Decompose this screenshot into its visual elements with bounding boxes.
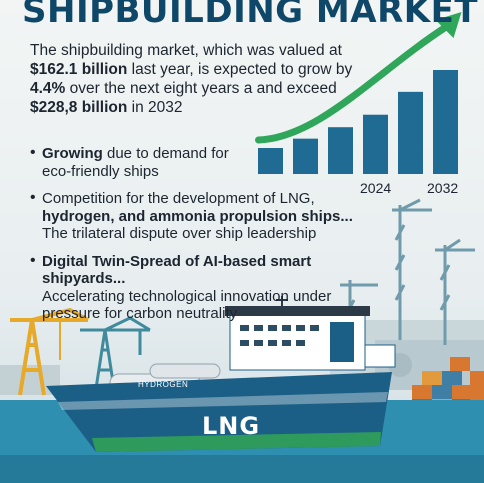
page-title: SHIPBUILDING MARKET (22, 0, 479, 31)
growth-rate: 4.4% (30, 80, 66, 97)
bullet-list: Growing due to demand for eco-friendly s… (30, 144, 380, 333)
growth-trend-arrow (255, 22, 451, 144)
growth-trend-arrowhead (435, 12, 462, 38)
bullet-item: Growing due to demand for eco-friendly s… (30, 144, 380, 180)
bullet-item: Digital Twin-Spread of AI-based smart sh… (30, 252, 380, 323)
tick-label-2024: 2024 (360, 180, 392, 196)
water-shadow (0, 455, 484, 483)
bullet-item: Competition for the development of LNG, … (30, 189, 380, 243)
ship-hull (46, 372, 392, 452)
value-last-year: $162.1 billion (30, 61, 128, 78)
value-2032: $228,8 billion (30, 99, 128, 116)
tick-label-2032: 2032 (427, 180, 459, 196)
bar-6 (433, 70, 458, 174)
ship-hull-label: LNG (202, 412, 261, 440)
intro-paragraph: The shipbuilding market, which was value… (30, 42, 353, 116)
ship-name-text: HYDROGEN (138, 380, 189, 389)
bar-5 (398, 91, 423, 174)
